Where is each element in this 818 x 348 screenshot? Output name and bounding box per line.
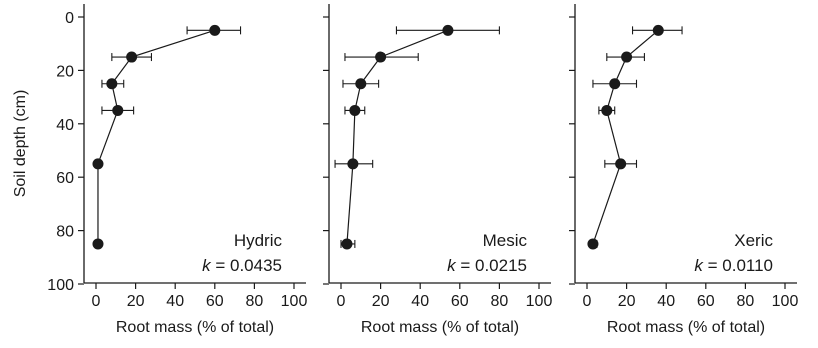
y-tick-label: 100 — [47, 277, 74, 294]
data-point — [652, 24, 664, 36]
k-annotation: k = 0.0110 — [694, 256, 773, 275]
data-point — [126, 51, 138, 63]
x-tick-label: 40 — [166, 293, 184, 310]
x-tick-label: 100 — [772, 293, 799, 310]
k-symbol: k — [202, 256, 212, 275]
k-symbol: k — [447, 256, 457, 275]
panel-title: Hydric — [234, 231, 283, 250]
x-tick-label: 100 — [526, 293, 553, 310]
x-tick-label: 20 — [372, 293, 390, 310]
k-symbol: k — [694, 256, 704, 275]
y-tick-label: 40 — [56, 117, 74, 134]
series-line — [592, 29, 659, 245]
data-point — [112, 104, 124, 116]
x-axis-title: Root mass (% of total) — [361, 319, 519, 336]
x-tick-label: 60 — [451, 293, 469, 310]
panel-hydric: 0 20 40 60 80 100 0 20 40 60 80 100 Root mass (% of … — [12, 4, 307, 336]
data-point — [347, 158, 359, 170]
y-axis-title: Soil depth (cm) — [12, 90, 29, 198]
k-value: = 0.0110 — [703, 256, 773, 275]
x-tick-label: 100 — [281, 293, 308, 310]
data-point — [615, 158, 627, 170]
data-point — [609, 78, 621, 90]
data-point — [341, 238, 353, 250]
x-tick-label: 80 — [491, 293, 509, 310]
data-point — [349, 104, 361, 116]
data-point — [375, 51, 387, 63]
x-tick-label: 60 — [697, 293, 715, 310]
panel-title: Mesic — [483, 231, 528, 250]
series-line — [97, 29, 215, 244]
x-tick-label: 80 — [737, 293, 755, 310]
data-point — [587, 238, 599, 250]
x-tick-label: 80 — [246, 293, 264, 310]
x-tick-label: 0 — [337, 293, 346, 310]
k-value: = 0.0215 — [456, 256, 527, 275]
data-point — [106, 78, 118, 90]
x-tick-label: 20 — [618, 293, 636, 310]
y-tick-label: 80 — [56, 224, 74, 241]
y-tick-label: 0 — [65, 10, 74, 27]
data-point — [355, 78, 367, 90]
k-annotation: k = 0.0435 — [202, 256, 282, 275]
series-line — [346, 29, 449, 244]
x-tick-label: 60 — [206, 293, 224, 310]
data-point — [209, 24, 221, 36]
x-axis-title: Root mass (% of total) — [116, 319, 274, 336]
data-point — [601, 104, 613, 116]
x-axis-title: Root mass (% of total) — [607, 319, 765, 336]
x-tick-label: 0 — [92, 293, 101, 310]
x-tick-label: 40 — [657, 293, 675, 310]
x-tick-label: 0 — [583, 293, 592, 310]
x-tick-label: 40 — [411, 293, 429, 310]
panel-mesic: 0 20 40 60 80 100 Root mass (% of total) Mesic k… — [323, 4, 552, 336]
y-tick-label: 60 — [56, 170, 74, 187]
data-point — [621, 51, 633, 63]
k-annotation: k = 0.0215 — [447, 256, 527, 275]
k-value: = 0.0435 — [211, 256, 282, 275]
panel-xeric: 0 20 40 60 80 100 Root mass (% of total) Xeric k… — [569, 4, 798, 336]
data-point — [442, 24, 454, 36]
data-point — [92, 158, 104, 170]
panel-title: Xeric — [734, 231, 773, 250]
data-point — [92, 238, 104, 250]
y-tick-label: 20 — [56, 63, 74, 80]
x-tick-label: 20 — [127, 293, 145, 310]
